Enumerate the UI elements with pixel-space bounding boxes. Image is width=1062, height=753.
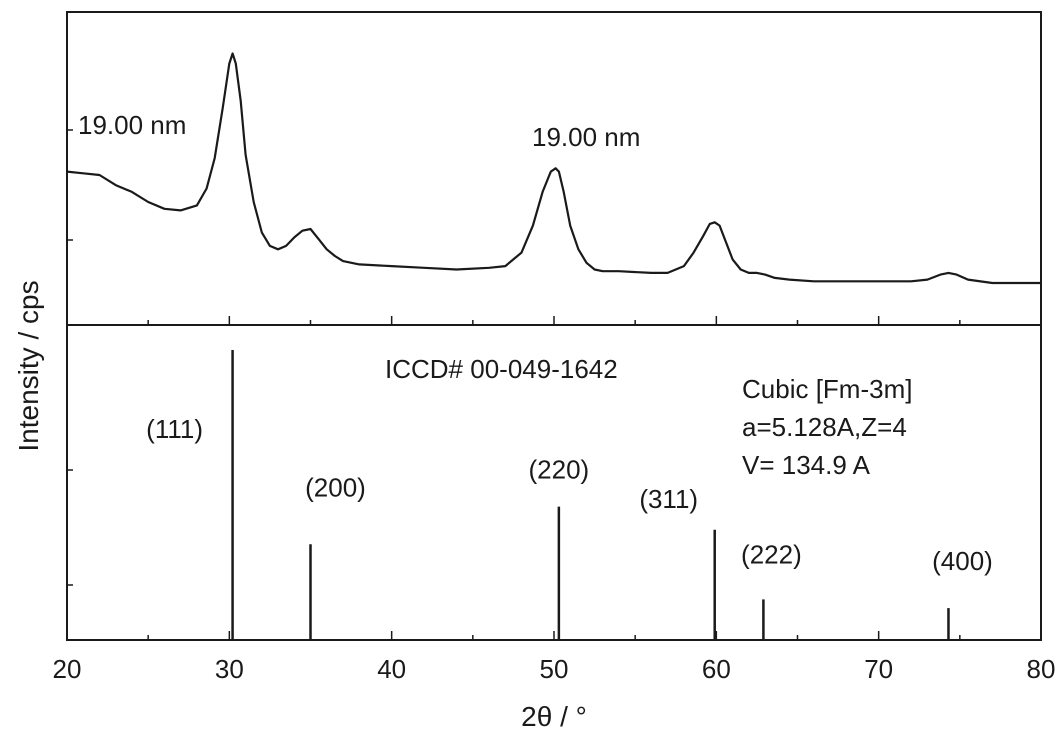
x-tick-label-20: 20 (53, 654, 82, 684)
x-axis-title: 2θ / ° (521, 701, 587, 732)
peak-label-3: (311) (639, 484, 698, 514)
tick-group (66, 129, 1042, 640)
info-line-3: V= 134.9 A (742, 450, 871, 480)
info-line-1: Cubic [Fm-3m] (742, 374, 912, 404)
peak-label-5: (400) (932, 546, 993, 576)
x-tick-labels: 20 30 40 50 60 70 80 (53, 654, 1056, 684)
peak-label-4: (222) (741, 539, 802, 569)
reference-peaks (231, 350, 950, 640)
xrd-pattern-line (66, 52, 1041, 285)
crystallite-size-label-2: 19.00 nm (532, 122, 640, 152)
crystallite-size-label-1: 19.00 nm (78, 110, 186, 140)
x-tick-label-60: 60 (702, 654, 731, 684)
x-tick-label-80: 80 (1027, 654, 1056, 684)
info-line-2: a=5.128A,Z=4 (742, 412, 907, 442)
y-axis-title: Intensity / cps (13, 280, 44, 451)
peak-label-0: (111) (146, 414, 203, 444)
x-tick-label-30: 30 (215, 654, 244, 684)
peak-label-1: (200) (305, 472, 366, 502)
x-tick-label-50: 50 (540, 654, 569, 684)
x-tick-label-40: 40 (377, 654, 406, 684)
peak-label-2: (220) (529, 455, 590, 485)
peak-labels: (111) (200) (220) (311) (222) (400) (146, 414, 993, 576)
x-tick-label-70: 70 (864, 654, 893, 684)
reference-card-label: ICCD# 00-049-1642 (385, 354, 618, 384)
